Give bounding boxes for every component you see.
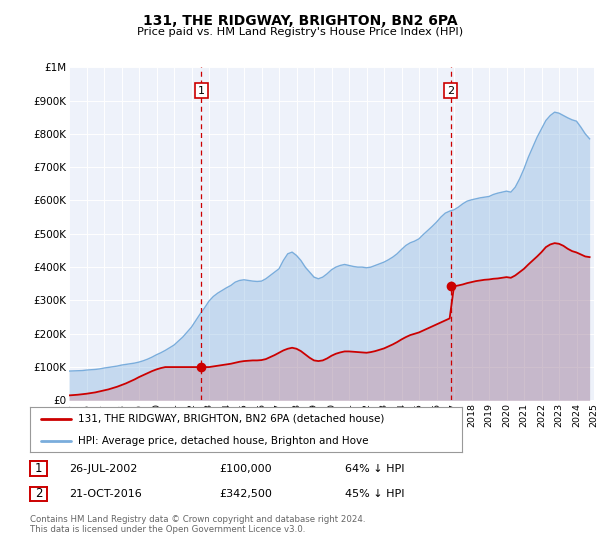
Text: Contains HM Land Registry data © Crown copyright and database right 2024.: Contains HM Land Registry data © Crown c… <box>30 515 365 524</box>
Text: 21-OCT-2016: 21-OCT-2016 <box>69 489 142 499</box>
Text: This data is licensed under the Open Government Licence v3.0.: This data is licensed under the Open Gov… <box>30 525 305 534</box>
Text: 2: 2 <box>35 487 42 501</box>
Text: 45% ↓ HPI: 45% ↓ HPI <box>345 489 404 499</box>
Text: 2: 2 <box>447 86 454 96</box>
Text: £342,500: £342,500 <box>219 489 272 499</box>
Text: 131, THE RIDGWAY, BRIGHTON, BN2 6PA: 131, THE RIDGWAY, BRIGHTON, BN2 6PA <box>143 14 457 28</box>
Text: 64% ↓ HPI: 64% ↓ HPI <box>345 464 404 474</box>
Text: 1: 1 <box>35 462 42 475</box>
Text: 26-JUL-2002: 26-JUL-2002 <box>69 464 137 474</box>
Text: HPI: Average price, detached house, Brighton and Hove: HPI: Average price, detached house, Brig… <box>77 436 368 446</box>
Text: 1: 1 <box>198 86 205 96</box>
Text: Price paid vs. HM Land Registry's House Price Index (HPI): Price paid vs. HM Land Registry's House … <box>137 27 463 37</box>
Text: £100,000: £100,000 <box>219 464 272 474</box>
Text: 131, THE RIDGWAY, BRIGHTON, BN2 6PA (detached house): 131, THE RIDGWAY, BRIGHTON, BN2 6PA (det… <box>77 414 384 424</box>
